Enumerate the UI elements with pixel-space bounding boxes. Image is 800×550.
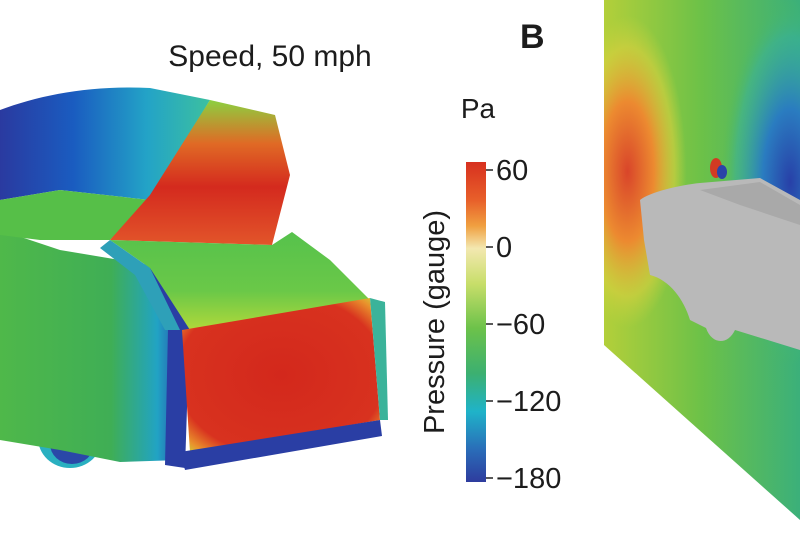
car-windshield (110, 100, 290, 245)
colorbar-ticks: 60 0 −60 −120 −180 (486, 155, 561, 495)
car-roof (0, 87, 210, 200)
pressure-coldspot (717, 165, 727, 179)
colorbar-tick-label: −120 (496, 386, 561, 418)
colorbar-tick-label: −60 (496, 309, 545, 341)
colorbar-tick-label: 0 (496, 232, 512, 264)
car-side (0, 230, 185, 462)
panel-letter: B (520, 18, 545, 56)
colorbar-tick-label: −180 (496, 463, 561, 495)
colorbar-unit: Pa (461, 93, 496, 124)
car-side-edge (140, 268, 190, 468)
car-front-lip (180, 420, 382, 470)
figure-title: Speed, 50 mph (168, 40, 371, 73)
car-hood-edge (100, 240, 180, 330)
car-front (182, 298, 380, 452)
colorbar-label: Pressure (gauge) (419, 210, 451, 434)
panel-a-car (0, 87, 388, 470)
car-roof-side (0, 190, 150, 240)
car-front-right-edge (370, 298, 388, 420)
car-hood (110, 232, 370, 330)
panel-b-slice (604, 0, 800, 520)
colorbar-tick-label: 60 (496, 155, 528, 187)
car-silhouette (640, 178, 800, 350)
car-silhouette-window (700, 182, 800, 225)
colorbar: Pa 60 0 −60 −120 −180 Pressure (gauge) (419, 93, 561, 495)
colorbar-scale (466, 162, 486, 482)
